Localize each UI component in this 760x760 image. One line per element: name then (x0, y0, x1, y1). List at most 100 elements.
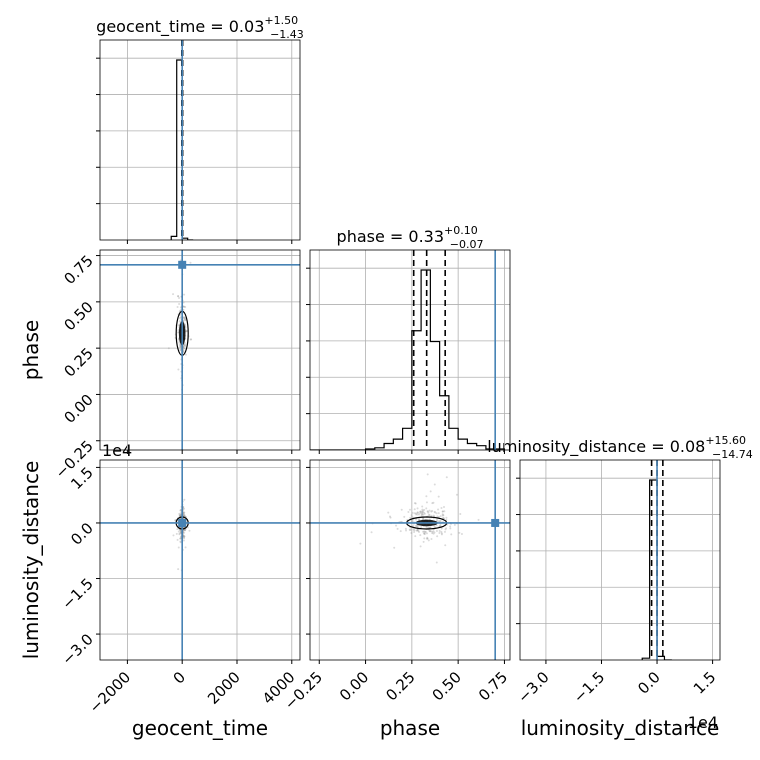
histogram-phase (310, 269, 506, 450)
sample-point-2-1-117 (445, 518, 448, 521)
sample-point-2-1-207 (427, 514, 430, 517)
panel-frame-0-0 (99, 39, 301, 241)
sample-point-1-0-64 (184, 323, 187, 326)
sample-point-2-1-82 (434, 511, 437, 514)
sample-point-1-0-142 (167, 347, 170, 350)
sample-point-1-0-171 (177, 329, 180, 332)
sample-point-2-1-65 (441, 510, 444, 513)
sample-point-2-1-28 (422, 518, 425, 521)
panel-frame-2-0 (99, 459, 301, 661)
sample-point-2-1-84 (440, 527, 443, 530)
sample-point-2-1-199 (417, 531, 420, 534)
sample-point-2-1-108 (435, 524, 438, 527)
sample-point-2-1-190 (430, 514, 433, 517)
sample-point-2-1-71 (404, 527, 407, 530)
sample-point-2-1-16 (445, 476, 448, 479)
sample-point-2-1-170 (426, 536, 429, 539)
sample-point-1-0-214 (184, 353, 187, 356)
sample-point-2-1-109 (433, 531, 436, 534)
sample-point-2-1-128 (425, 532, 428, 535)
sample-point-2-1-70 (435, 512, 438, 515)
sample-point-1-0-44 (179, 346, 182, 349)
sample-point-2-1-107 (429, 490, 432, 493)
sample-point-2-1-251 (441, 513, 444, 516)
sample-point-2-1-11 (435, 530, 438, 533)
sample-point-2-0-152 (179, 537, 182, 540)
sample-point-2-1-209 (422, 532, 425, 535)
sample-point-2-1-192 (409, 516, 412, 519)
sample-point-2-0-186 (179, 509, 182, 512)
sample-point-2-1-253 (431, 502, 434, 505)
sample-point-2-0-116 (183, 528, 186, 531)
sample-point-1-0-23 (184, 306, 187, 309)
sample-point-2-0-173 (178, 512, 181, 515)
sample-point-2-1-160 (420, 510, 423, 513)
sample-point-1-0-242 (178, 320, 181, 323)
sample-point-2-1-125 (413, 531, 416, 534)
xtick-label-luminosity_distance-2: 0.0 (634, 668, 664, 698)
sample-point-2-1-27 (431, 532, 434, 535)
sample-point-1-0-203 (184, 319, 187, 322)
xtick-label-geocent_time-0: −2000 (86, 668, 135, 717)
sample-point-1-0-19 (183, 316, 186, 319)
sample-point-2-0-165 (174, 519, 177, 522)
sample-point-2-1-122 (440, 530, 443, 533)
sample-point-2-1-164 (450, 533, 453, 536)
sample-point-2-1-225 (416, 513, 419, 516)
sample-point-2-1-194 (423, 530, 426, 533)
sample-point-2-1-0 (426, 537, 429, 540)
sample-point-2-0-45 (179, 509, 182, 512)
sample-point-2-0-81 (182, 514, 185, 517)
sample-point-2-1-45 (426, 510, 429, 513)
sample-point-2-1-91 (444, 544, 447, 547)
sample-point-2-1-162 (393, 546, 396, 549)
sample-point-2-0-158 (188, 529, 191, 532)
truth-marker-1-0 (178, 260, 187, 269)
sample-point-2-1-105 (422, 517, 425, 520)
sample-point-1-0-238 (176, 306, 179, 309)
sample-point-2-1-89 (424, 530, 427, 533)
sample-point-2-1-259 (421, 508, 424, 511)
xtick-label-geocent_time-2: 2000 (204, 668, 244, 708)
sample-point-1-0-75 (183, 343, 186, 346)
sample-point-2-1-179 (437, 512, 440, 515)
sample-point-2-1-205 (416, 511, 419, 514)
sample-point-1-0-194 (183, 316, 186, 319)
sample-point-2-0-40 (183, 531, 186, 534)
sample-point-2-1-1 (438, 520, 441, 523)
sample-point-2-1-22 (423, 508, 426, 511)
sample-point-2-1-134 (449, 527, 452, 530)
sample-point-2-1-180 (420, 513, 423, 516)
xlabel-luminosity-distance: luminosity_distance (521, 716, 720, 740)
sample-point-2-1-5 (396, 527, 399, 530)
sample-point-1-0-14 (178, 303, 181, 306)
sample-point-2-0-130 (177, 530, 180, 533)
sample-point-1-0-99 (183, 347, 186, 350)
sample-point-1-0-125 (177, 295, 180, 298)
sample-point-2-1-234 (436, 515, 439, 518)
truth-marker-2-1 (491, 518, 500, 527)
sample-point-2-1-131 (422, 530, 425, 533)
sample-point-2-1-37 (443, 517, 446, 520)
sample-point-2-1-75 (417, 529, 420, 532)
sample-point-2-0-20 (179, 514, 182, 517)
title-phase: phase = 0.33+0.10 −0.07 (337, 224, 484, 251)
sample-point-2-1-102 (444, 528, 447, 531)
sample-point-2-0-99 (178, 529, 181, 532)
sample-point-2-1-20 (433, 510, 436, 513)
sample-point-2-0-251 (183, 536, 186, 539)
sample-point-2-1-39 (419, 510, 422, 513)
panel-frame-1-1 (309, 249, 511, 451)
sample-point-2-0-154 (176, 538, 179, 541)
panel-frame-1-0 (99, 249, 301, 451)
sample-point-2-1-69 (441, 514, 444, 517)
xtick-label-luminosity_distance-1: −1.5 (570, 668, 608, 706)
sample-point-2-0-72 (182, 507, 185, 510)
sample-point-2-0-79 (183, 529, 186, 532)
sample-point-1-0-127 (178, 317, 181, 320)
sample-point-1-0-117 (183, 305, 186, 308)
sample-point-2-1-214 (438, 531, 441, 534)
sample-point-2-1-144 (440, 507, 443, 510)
panel-frame-2-2 (519, 459, 721, 661)
xlabel-phase: phase (380, 716, 440, 740)
